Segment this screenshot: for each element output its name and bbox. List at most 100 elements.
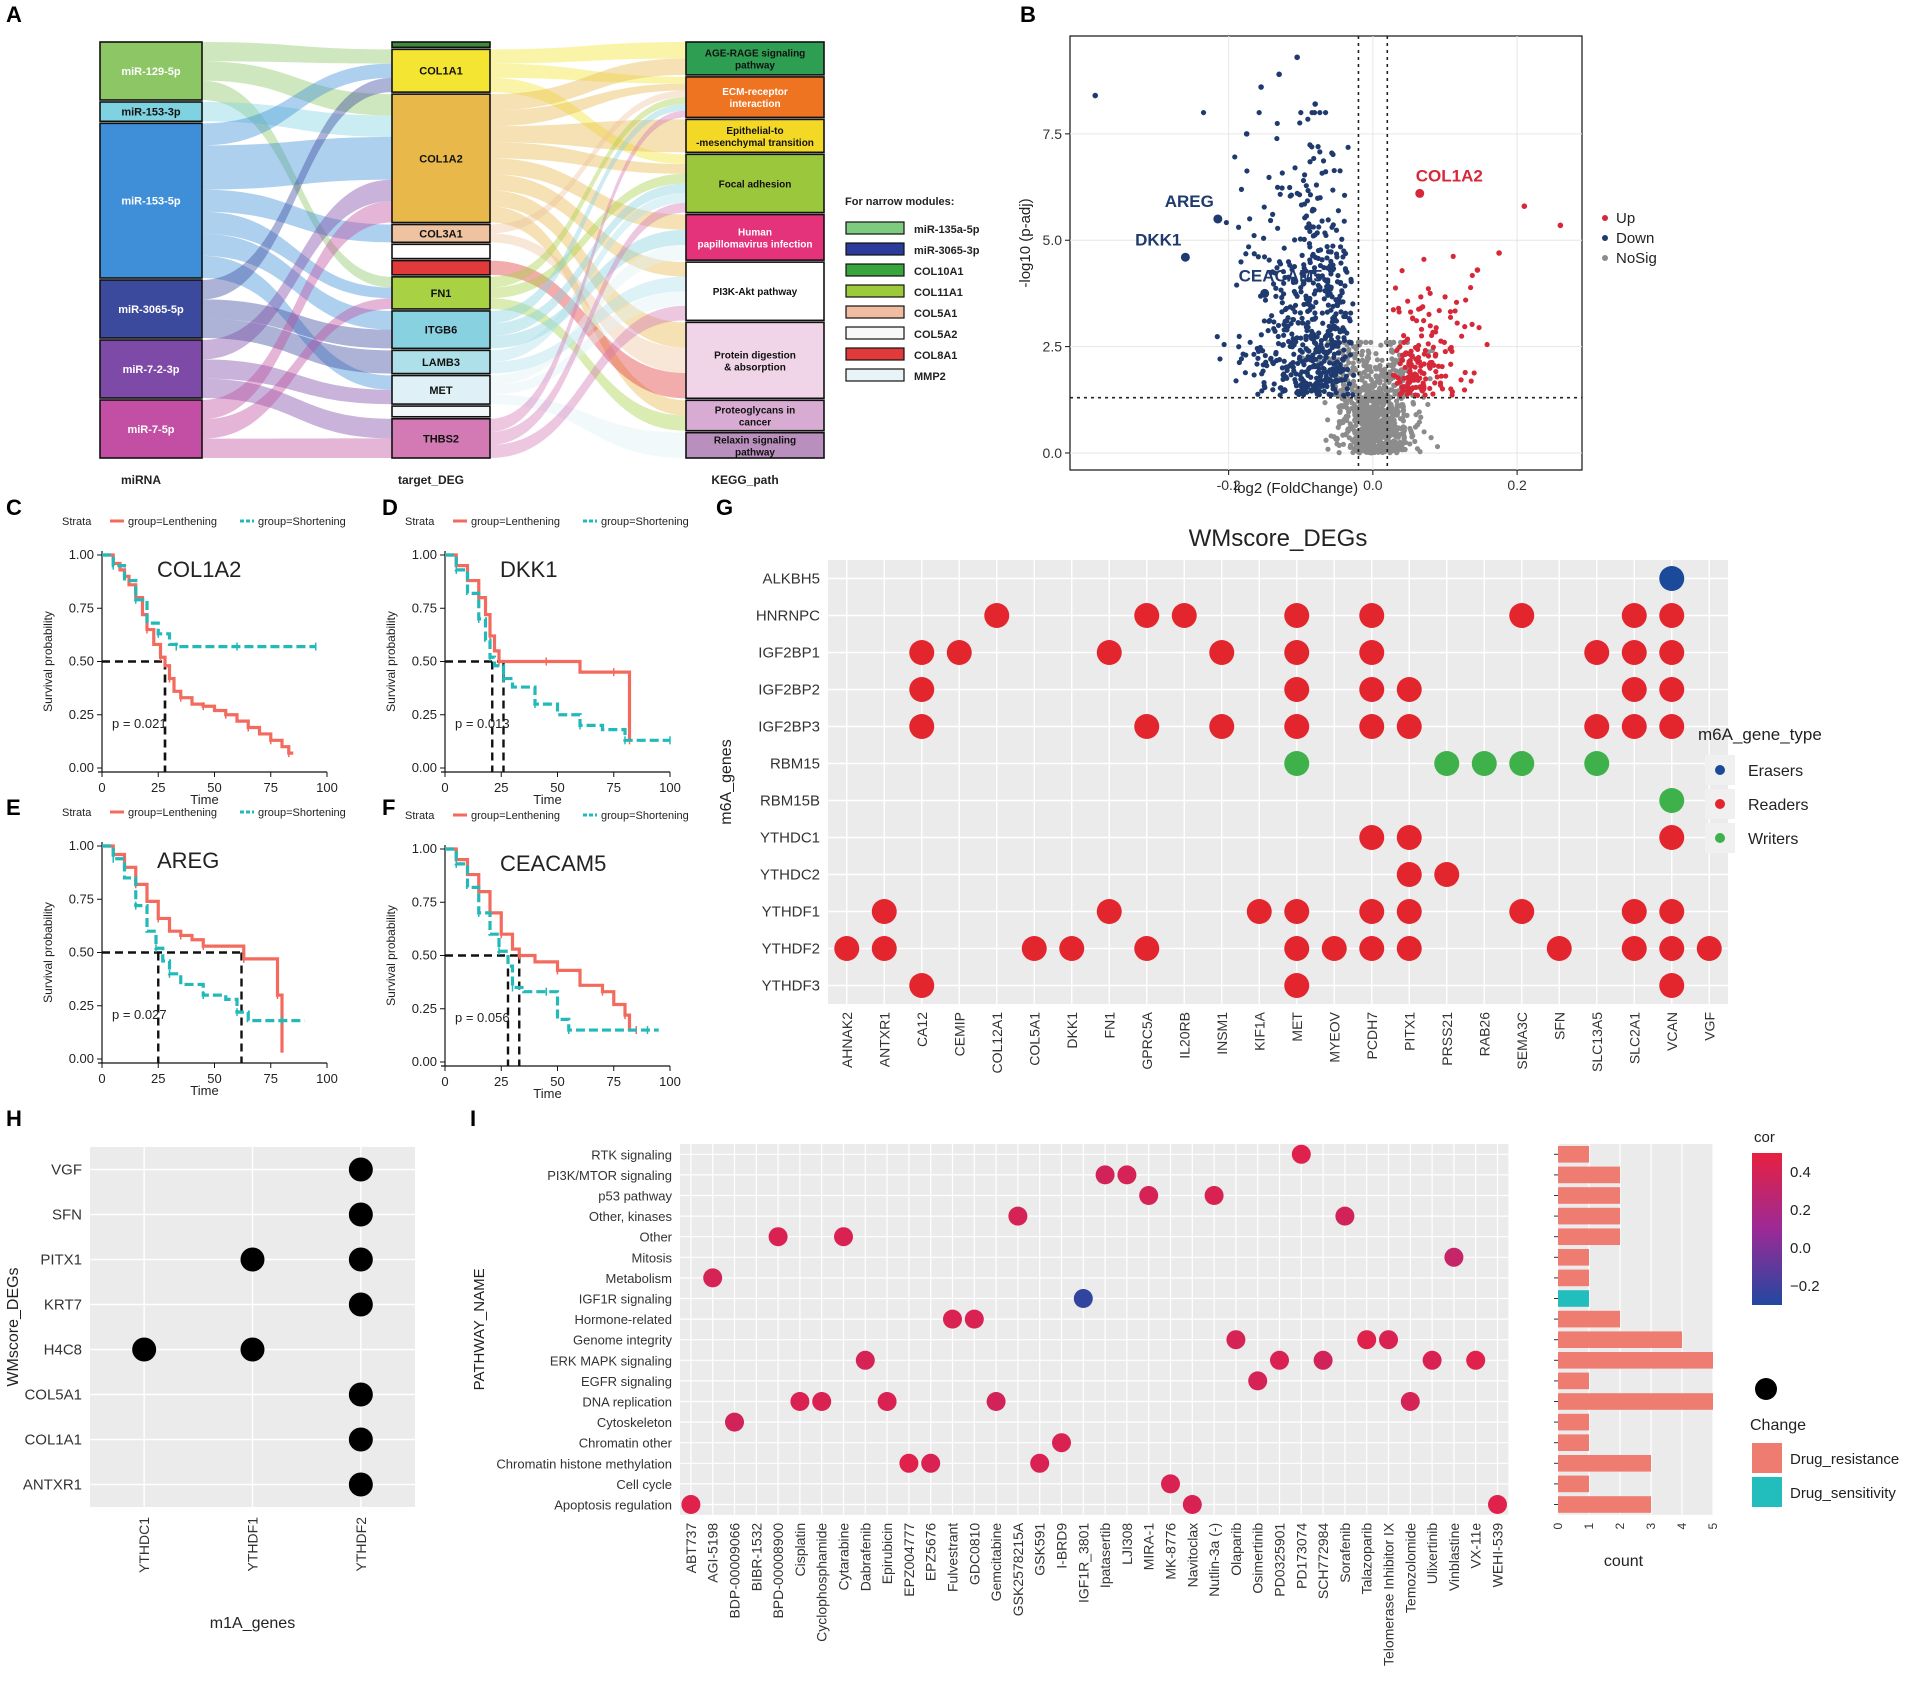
volcano-point <box>1344 366 1351 373</box>
volcano-point <box>1401 333 1407 339</box>
sankey-link <box>202 189 392 243</box>
volcano-point <box>1342 376 1348 383</box>
column-label: Talazoparib <box>1359 1523 1375 1595</box>
y-axis-title: m6A_genes <box>718 739 735 824</box>
volcano-point <box>1294 54 1300 61</box>
column-label: COL5A1 <box>1026 1012 1042 1066</box>
dot <box>1466 1350 1486 1370</box>
plot-area <box>680 1144 1509 1515</box>
column-label: Temozolomide <box>1402 1523 1418 1613</box>
dot <box>132 1337 157 1362</box>
volcano-point <box>1311 155 1317 162</box>
dot <box>1359 677 1385 702</box>
volcano-point <box>1337 279 1344 286</box>
volcano-point <box>1368 368 1374 375</box>
row-label: RBM15 <box>770 756 820 773</box>
volcano-point <box>1335 208 1342 214</box>
volcano-point <box>1397 344 1403 350</box>
row-label: p53 pathway <box>598 1189 672 1204</box>
sankey-node-label: PI3K-Akt pathway <box>713 287 798 298</box>
sankey-node-label: papillomavirus infection <box>697 239 812 250</box>
volcano-point <box>1339 236 1345 242</box>
volcano-point <box>1368 339 1374 345</box>
column-label: Cytarabine <box>836 1523 852 1591</box>
sankey-node <box>685 431 825 459</box>
volcano-point <box>1299 252 1305 258</box>
column-label: Fulvestrant <box>945 1523 961 1592</box>
volcano-point <box>1301 362 1307 368</box>
volcano-point <box>1325 217 1331 223</box>
y-axis-title: Survival probability <box>41 902 55 1003</box>
sankey-node-label: Focal adhesion <box>719 179 792 190</box>
volcano-point <box>1308 374 1314 380</box>
sankey-node-label: miR-7-5p <box>127 424 174 436</box>
volcano-point <box>1379 357 1385 363</box>
volcano-point <box>1414 422 1421 428</box>
volcano-point <box>1243 131 1250 137</box>
volcano-point <box>1319 310 1325 316</box>
sankey-link <box>490 260 686 399</box>
volcano-point <box>1341 337 1348 344</box>
volcano-point <box>1326 331 1332 337</box>
volcano-point <box>1328 307 1334 313</box>
volcano-point <box>1401 436 1407 442</box>
sankey-node-label: FN1 <box>431 288 452 300</box>
volcano-point <box>1323 354 1329 360</box>
volcano-point <box>1318 341 1324 348</box>
volcano-point <box>1333 436 1339 442</box>
volcano-point <box>1232 154 1238 160</box>
volcano-point <box>1426 311 1432 318</box>
volcano-point <box>1418 363 1424 369</box>
dot <box>1621 936 1647 961</box>
volcano-point <box>1307 357 1313 363</box>
volcano-point <box>1432 353 1438 359</box>
dot <box>1659 566 1685 591</box>
column-label: GSK2578215A <box>1010 1522 1026 1616</box>
volcano-point <box>1335 334 1341 341</box>
y-axis-title: Survival probability <box>41 611 55 712</box>
volcano-point <box>1409 385 1415 391</box>
sankey-node-label: THBS2 <box>423 433 459 445</box>
volcano-point <box>1314 363 1320 369</box>
volcano-point <box>1292 302 1299 308</box>
volcano-point <box>1338 260 1344 266</box>
volcano-point <box>1261 204 1267 210</box>
row-label: Mitosis <box>632 1250 673 1265</box>
volcano-point <box>1342 283 1348 289</box>
volcano-point <box>1377 378 1383 384</box>
volcano-point <box>1437 380 1444 386</box>
volcano-point <box>1281 280 1287 286</box>
volcano-point <box>1268 313 1275 319</box>
volcano-point <box>1374 393 1380 399</box>
dot <box>1359 640 1385 665</box>
row-label: IGF1R signaling <box>579 1292 672 1307</box>
volcano-point <box>1438 338 1444 344</box>
volcano-point <box>1388 401 1394 408</box>
row-label: Cytoskeleton <box>597 1415 672 1430</box>
sankey-node <box>685 399 825 432</box>
dot <box>1659 603 1685 628</box>
km-title: COL1A2 <box>157 557 241 582</box>
dot <box>1400 1392 1420 1411</box>
bar <box>1558 1331 1682 1348</box>
volcano-point <box>1383 339 1389 345</box>
volcano-point <box>1346 381 1352 387</box>
volcano-point <box>1307 228 1313 234</box>
volcano-point <box>1345 347 1352 353</box>
volcano-point <box>1309 144 1315 150</box>
volcano-point <box>1410 316 1416 322</box>
volcano-point <box>1391 431 1397 437</box>
volcano-point <box>1274 184 1281 190</box>
volcano-point <box>1273 293 1279 299</box>
sankey-legend-label: COL8A1 <box>914 350 957 362</box>
colorbar-tick-label: 0.0 <box>1790 1240 1811 1257</box>
volcano-point <box>1257 344 1263 351</box>
sankey-link <box>490 229 686 349</box>
change-legend-label: Drug_resistance <box>1790 1451 1899 1468</box>
dot <box>1659 973 1685 998</box>
volcano-point <box>1281 358 1287 364</box>
panel-label-E: E <box>6 795 21 820</box>
volcano-point <box>1345 144 1351 150</box>
volcano-point <box>1364 355 1370 361</box>
legend-label: Readers <box>1748 797 1808 814</box>
